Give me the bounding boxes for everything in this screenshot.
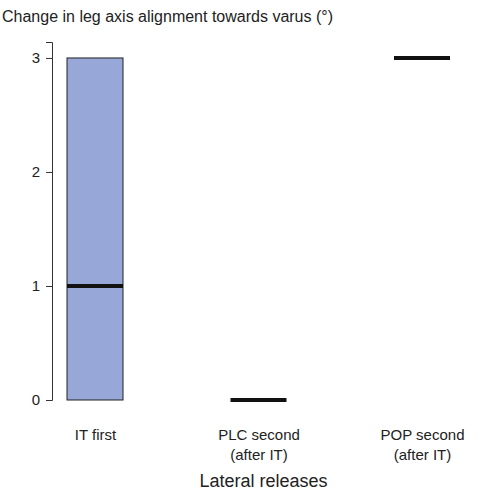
x-tick-label: IT first (75, 426, 117, 443)
y-tick-label: 0 (32, 391, 40, 408)
y-tick-mark (46, 400, 52, 401)
x-axis-title: Lateral releases (199, 471, 327, 491)
box (394, 57, 450, 58)
y-tick-mark (46, 172, 52, 173)
x-tick: IT first (75, 426, 117, 443)
y-tick-label: 1 (32, 277, 40, 294)
y-tick-label: 2 (32, 163, 40, 180)
y-tick-mark (46, 58, 52, 59)
median-line (67, 284, 123, 288)
box (67, 58, 123, 400)
plot-marks (67, 58, 450, 400)
y-axis-line (46, 43, 53, 401)
x-axis: IT first PLC second(after IT) POP second(a… (75, 426, 465, 463)
box (231, 400, 287, 401)
x-tick: POP second(after IT) (381, 426, 465, 463)
y-tick: 2 (32, 163, 52, 180)
y-tick: 3 (32, 49, 52, 66)
chart-title: Change in leg axis alignment towards var… (2, 8, 333, 25)
x-tick-label: PLC second(after IT) (218, 426, 300, 463)
y-axis: 0 1 2 3 (32, 43, 53, 409)
median-line (394, 56, 450, 60)
x-tick-label: POP second(after IT) (381, 426, 465, 463)
x-tick: PLC second(after IT) (218, 426, 300, 463)
y-tick: 1 (32, 277, 52, 294)
y-tick-mark (46, 286, 52, 287)
median-line (231, 398, 287, 402)
y-tick-label: 3 (32, 49, 40, 66)
y-tick: 0 (32, 391, 52, 408)
